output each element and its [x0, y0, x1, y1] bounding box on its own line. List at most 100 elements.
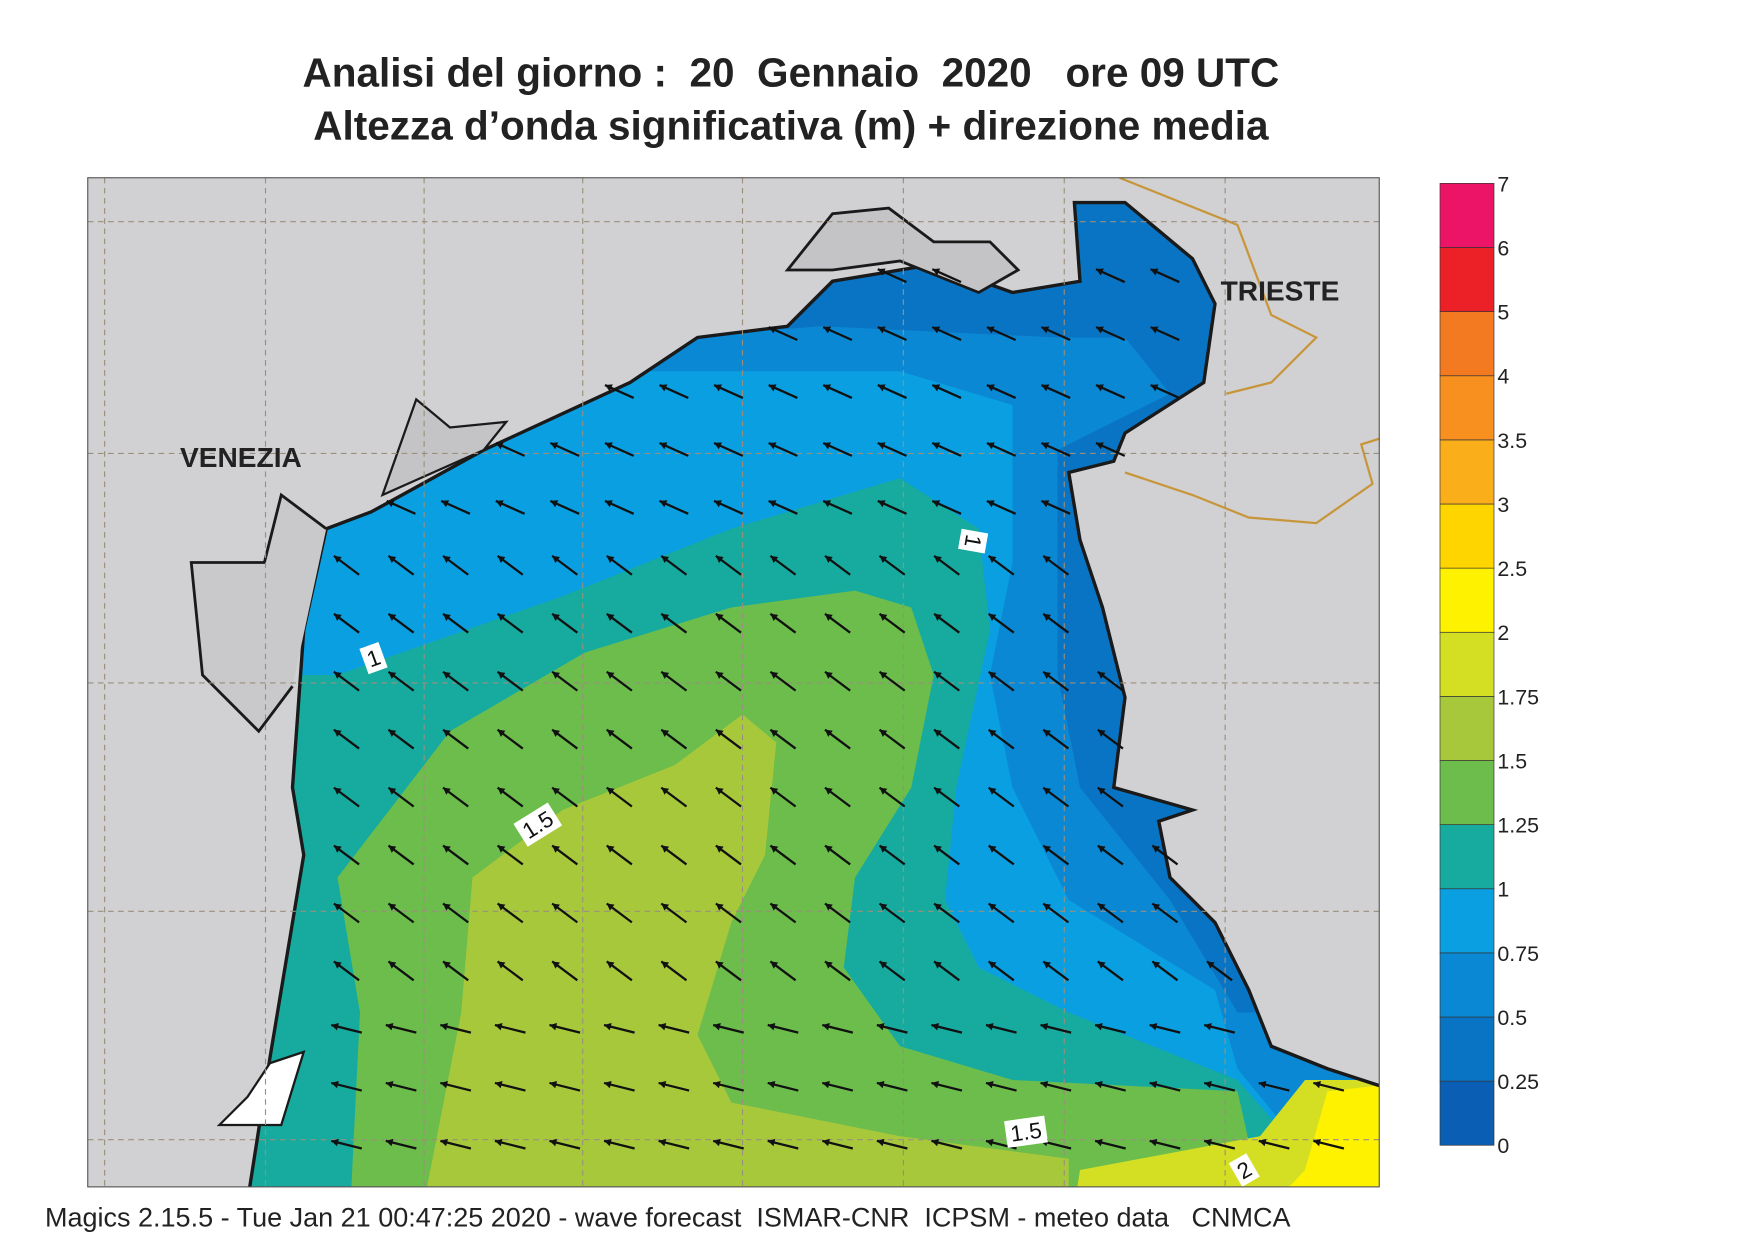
arrow-head	[606, 671, 615, 679]
arrow-head	[768, 442, 777, 450]
arrow-head	[333, 961, 342, 969]
arrow-head	[550, 500, 559, 508]
arrow-head	[823, 500, 832, 508]
arrow-head	[661, 671, 670, 679]
arrow-head	[385, 1080, 394, 1089]
arrow-head	[604, 500, 613, 508]
arrow-head	[988, 555, 997, 564]
arrow-head	[606, 961, 615, 969]
colorbar-swatch	[1439, 888, 1495, 954]
arrow-head	[659, 500, 668, 508]
colorbar-swatch	[1439, 311, 1495, 377]
arrow-head	[715, 903, 724, 911]
colorbar-label: 1.25	[1497, 814, 1539, 838]
arrow-head	[879, 671, 888, 679]
arrow-head	[1313, 1080, 1321, 1089]
colorbar-swatch	[1439, 1016, 1495, 1082]
arrow-head	[552, 845, 560, 853]
arrow-head	[661, 555, 670, 564]
title: Analisi del giorno : 20 Gennaio 2020 ore…	[302, 50, 1279, 96]
arrow-head	[1095, 1138, 1103, 1147]
arrow-head	[932, 384, 941, 392]
border	[1118, 177, 1380, 525]
arrow-head	[1040, 1080, 1049, 1089]
colorbar-swatch	[1439, 1080, 1495, 1146]
arrow-head	[767, 1080, 776, 1089]
arrow-head	[661, 961, 670, 969]
arrow-head	[879, 961, 888, 969]
arrow-head	[768, 384, 777, 392]
colorbar-label: 6	[1497, 236, 1509, 260]
arrow-head	[1041, 326, 1050, 334]
arrow-head	[715, 787, 724, 795]
arrow-head	[877, 384, 886, 392]
arrow-head	[934, 787, 942, 795]
arrow-head	[877, 326, 886, 334]
colorbar-label: 0.25	[1497, 1070, 1539, 1094]
footer: Magics 2.15.5 - Tue Jan 21 00:47:25 2020…	[45, 1202, 1291, 1232]
colorbar-label: 3.5	[1497, 429, 1527, 453]
arrow-head	[604, 1080, 612, 1089]
arrow-head	[388, 961, 397, 969]
map-frame	[87, 177, 1380, 1188]
arrow-head	[333, 729, 342, 737]
arrow-head	[1095, 1080, 1103, 1089]
arrow-head	[823, 326, 832, 334]
arrow-head	[770, 961, 779, 969]
arrow-head	[986, 500, 995, 508]
arrow-head	[606, 729, 615, 737]
arrow-head	[770, 729, 779, 737]
arrow-head	[767, 1138, 776, 1147]
arrow-head	[714, 442, 722, 450]
arrow-head	[1152, 845, 1161, 853]
place-label: TRIESTE	[1221, 275, 1340, 306]
arrow-head	[934, 613, 942, 621]
arrow-head	[986, 384, 995, 392]
arrow-head	[1043, 671, 1052, 679]
wave-zone	[1068, 1080, 1380, 1187]
wave-zone	[1237, 1085, 1380, 1187]
arrow-head	[333, 787, 342, 795]
arrow-head	[1043, 787, 1052, 795]
arrow-head	[932, 268, 941, 276]
arrow-head	[606, 613, 615, 621]
arrow-head	[552, 729, 560, 737]
arrow-head	[388, 845, 397, 853]
contour-labels: 1 1 1.5 1.5 2	[359, 528, 1260, 1187]
arrow-head	[879, 613, 888, 621]
arrow-head	[604, 442, 613, 450]
arrow-head	[1150, 384, 1159, 392]
arrow-head	[714, 500, 722, 508]
arrow-head	[986, 442, 995, 450]
arrow-head	[1043, 845, 1052, 853]
arrow-head	[552, 613, 560, 621]
arrow-head	[988, 903, 997, 911]
colorbar-label: 5	[1497, 301, 1509, 325]
arrow-head	[770, 613, 779, 621]
arrow-head	[443, 671, 451, 679]
arrow-head	[497, 845, 506, 853]
arrow-head	[1204, 1023, 1212, 1031]
arrow-head	[877, 268, 886, 276]
lagoon	[380, 397, 509, 498]
arrow-head	[713, 1138, 721, 1147]
arrow-head	[1097, 845, 1106, 853]
arrow-head	[1150, 268, 1159, 276]
arrow-head	[606, 845, 615, 853]
arrow-head	[1204, 1080, 1212, 1089]
arrow-head	[1149, 1023, 1158, 1031]
colorbar-swatch	[1439, 247, 1495, 312]
label-box	[1228, 1153, 1260, 1187]
arrow-head	[824, 555, 833, 564]
arrow-head	[934, 845, 942, 853]
colorbar-label: 3	[1497, 493, 1509, 517]
arrow-head	[824, 787, 833, 795]
colorbar-swatch	[1439, 760, 1495, 825]
label-box	[1004, 1115, 1048, 1148]
arrow-head	[824, 961, 833, 969]
arrow-head	[767, 1023, 776, 1031]
direction-arrows	[330, 268, 1345, 1150]
arrow-head	[715, 961, 724, 969]
wave-zone	[416, 714, 1069, 1187]
